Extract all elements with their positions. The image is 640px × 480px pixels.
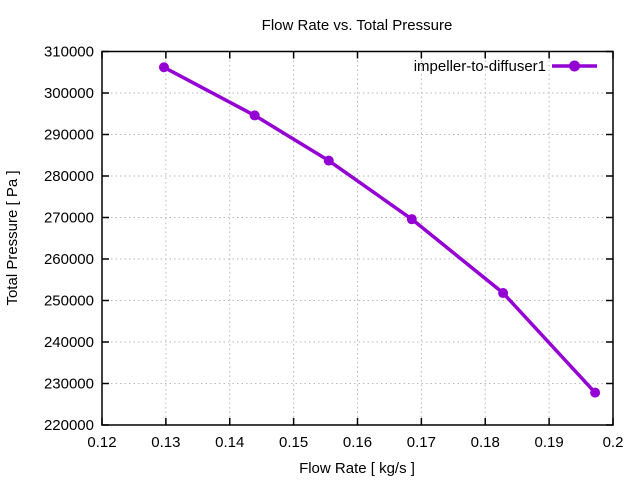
legend: impeller-to-diffuser1: [414, 58, 597, 75]
data-point: [590, 387, 601, 398]
y-tick-label: 230000: [44, 376, 94, 393]
series-layer: [158, 62, 601, 398]
chart-title: Flow Rate vs. Total Pressure: [262, 17, 453, 34]
x-tick-label: 0.13: [151, 434, 180, 451]
x-tick-label: 0.19: [535, 434, 564, 451]
y-tick-label: 280000: [44, 168, 94, 185]
y-tick-label: 270000: [44, 210, 94, 227]
y-axis-label: Total Pressure [ Pa ]: [4, 170, 21, 305]
axis-layer: 0.12 0.13 0.14 0.15 0.16 0.17 0.18 0.19 0.2 22000…: [44, 44, 623, 452]
data-point: [249, 110, 260, 121]
data-point: [406, 214, 417, 225]
y-tick-label: 260000: [44, 251, 94, 268]
y-tick-label: 310000: [44, 44, 94, 61]
series-line: [162, 65, 597, 395]
y-tick-label: 250000: [44, 293, 94, 310]
x-tick-label: 0.2: [603, 434, 624, 451]
x-tick-label: 0.14: [215, 434, 244, 451]
data-point: [498, 288, 509, 299]
y-tick-label: 240000: [44, 334, 94, 351]
plot-border: [101, 50, 614, 426]
x-tick-label: 0.15: [279, 434, 308, 451]
grid-layer: [102, 51, 613, 425]
y-tick-label: 220000: [44, 417, 94, 434]
legend-marker: [569, 60, 580, 72]
x-tick-label: 0.16: [343, 434, 372, 451]
x-tick-label: 0.18: [471, 434, 500, 451]
y-tick-label: 300000: [44, 85, 94, 102]
legend-entry-label: impeller-to-diffuser1: [414, 58, 546, 75]
data-point: [323, 155, 334, 166]
x-tick-label: 0.17: [407, 434, 436, 451]
x-axis-label: Flow Rate [ kg/s ]: [299, 460, 415, 477]
data-point: [158, 62, 169, 73]
y-tick-label: 290000: [44, 127, 94, 144]
x-tick-label: 0.12: [87, 434, 116, 451]
